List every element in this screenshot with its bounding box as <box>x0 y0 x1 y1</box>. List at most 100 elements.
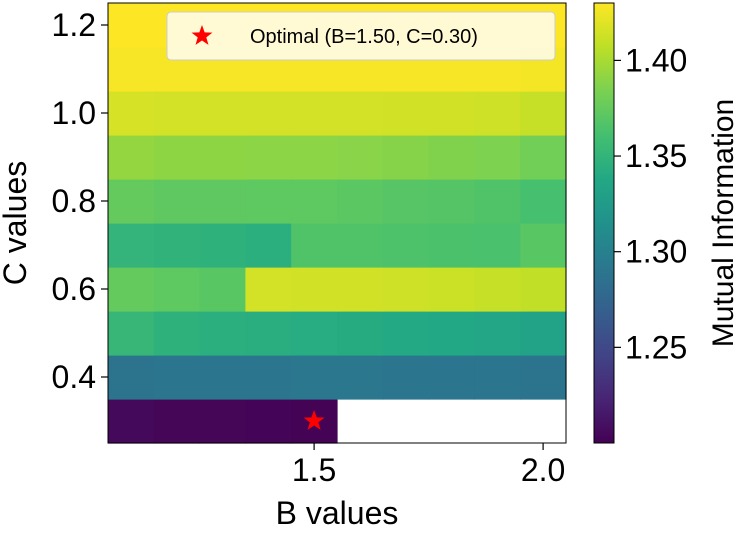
colorbar-tick-label: 1.25 <box>625 329 687 365</box>
heatmap-cell <box>108 223 155 268</box>
colorbar-tick-label: 1.40 <box>625 42 687 78</box>
heatmap-cell <box>474 267 521 312</box>
optimal-point-star <box>303 410 325 430</box>
heatmap-cell <box>520 355 567 400</box>
heatmap-cell <box>382 311 430 356</box>
heatmap-cell <box>474 91 521 136</box>
y-tick-label: 0.8 <box>52 183 96 219</box>
heatmap-cell <box>108 267 155 312</box>
y-tick-label: 1.0 <box>52 95 96 131</box>
heatmap-cell <box>291 355 338 400</box>
colorbar-ticks: 1.25 1.30 1.35 1.40 <box>614 42 687 365</box>
heatmap-cell <box>245 311 292 356</box>
colorbar-tick-label: 1.30 <box>625 234 687 270</box>
heatmap-cell <box>153 91 201 136</box>
heatmap-cell <box>291 135 338 180</box>
heatmap-cell <box>428 355 475 400</box>
heatmap-cell <box>337 135 384 180</box>
heatmap-cell <box>382 223 430 268</box>
heatmap-cell <box>474 223 521 268</box>
heatmap-cell <box>245 91 292 136</box>
heatmap-cell <box>382 355 430 400</box>
heatmap-cell <box>520 135 567 180</box>
heatmap-cell <box>153 179 201 224</box>
heatmap-cell <box>199 311 246 356</box>
heatmap-cell <box>474 179 521 224</box>
heatmap-cell <box>291 311 338 356</box>
x-axis-label: B values <box>276 495 399 531</box>
heatmap-cell <box>108 355 155 400</box>
heatmap-cell <box>428 223 475 268</box>
legend-star-marker <box>191 25 213 45</box>
heatmap-cell <box>520 91 567 136</box>
y-tick-label: 0.6 <box>52 271 96 307</box>
colorbar-tick-label: 1.35 <box>625 138 687 174</box>
heatmap-cell <box>245 223 292 268</box>
heatmap-cell <box>199 355 246 400</box>
heatmap-cell <box>382 179 430 224</box>
heatmap-cell <box>153 267 201 312</box>
legend: Optimal (B=1.50, C=0.30) <box>166 11 556 61</box>
heatmap-cell <box>245 399 292 444</box>
heatmap-cell <box>291 179 338 224</box>
heatmap-cell <box>153 399 201 444</box>
heatmap-cell <box>108 399 155 444</box>
heatmap-cell <box>245 267 292 312</box>
heatmap-cell <box>153 135 201 180</box>
heatmap-cell <box>153 355 201 400</box>
heatmap-cell <box>199 223 246 268</box>
heatmap-cell <box>199 267 246 312</box>
heatmap-cell <box>474 135 521 180</box>
heatmap-cell <box>520 311 567 356</box>
heatmap-cell <box>474 355 521 400</box>
heatmap-cell <box>245 355 292 400</box>
heatmap-cell <box>382 267 430 312</box>
colorbar-label: Mutual Information <box>707 99 740 347</box>
heatmap-cell <box>520 267 567 312</box>
heatmap-cell <box>199 399 246 444</box>
heatmap-cell <box>153 223 201 268</box>
y-axis-label: C values <box>0 161 33 286</box>
heatmap-cell <box>337 179 384 224</box>
heatmap-cell <box>108 3 155 48</box>
legend-label: Optimal (B=1.50, C=0.30) <box>250 26 478 48</box>
heatmap-cell <box>245 179 292 224</box>
plot-frame <box>107 2 567 444</box>
heatmap-cell <box>520 223 567 268</box>
heatmap-cell <box>291 223 338 268</box>
axis-ticks: 1.5 2.0 0.4 0.6 0.8 1.0 1.2 <box>52 7 566 488</box>
heatmap-cell <box>520 179 567 224</box>
y-tick-label: 1.2 <box>52 7 96 43</box>
heatmap-cell <box>428 135 475 180</box>
heatmap-cells <box>108 3 567 444</box>
heatmap-cell <box>382 91 430 136</box>
heatmap-cell <box>153 311 201 356</box>
heatmap-cell <box>474 311 521 356</box>
x-tick-label: 1.5 <box>292 452 336 488</box>
heatmap-cell <box>337 311 384 356</box>
heatmap-cell <box>337 355 384 400</box>
heatmap-cell <box>428 179 475 224</box>
heatmap-cell <box>199 135 246 180</box>
heatmap-cell <box>291 267 338 312</box>
heatmap-cell <box>199 91 246 136</box>
heatmap-cell <box>337 267 384 312</box>
heatmap-cell <box>245 135 292 180</box>
heatmap-cell <box>428 91 475 136</box>
colorbar <box>593 2 615 444</box>
heatmap-cell <box>108 47 155 92</box>
heatmap-cell <box>337 223 384 268</box>
heatmap-cell <box>199 179 246 224</box>
heatmap-cell <box>291 91 338 136</box>
heatmap-cell <box>108 135 155 180</box>
heatmap-cell <box>108 311 155 356</box>
heatmap-cell <box>108 179 155 224</box>
heatmap-cell <box>108 91 155 136</box>
y-tick-label: 0.4 <box>52 359 96 395</box>
heatmap-cell <box>428 267 475 312</box>
x-tick-label: 2.0 <box>521 452 565 488</box>
legend-box <box>166 11 556 61</box>
heatmap-cell <box>337 91 384 136</box>
